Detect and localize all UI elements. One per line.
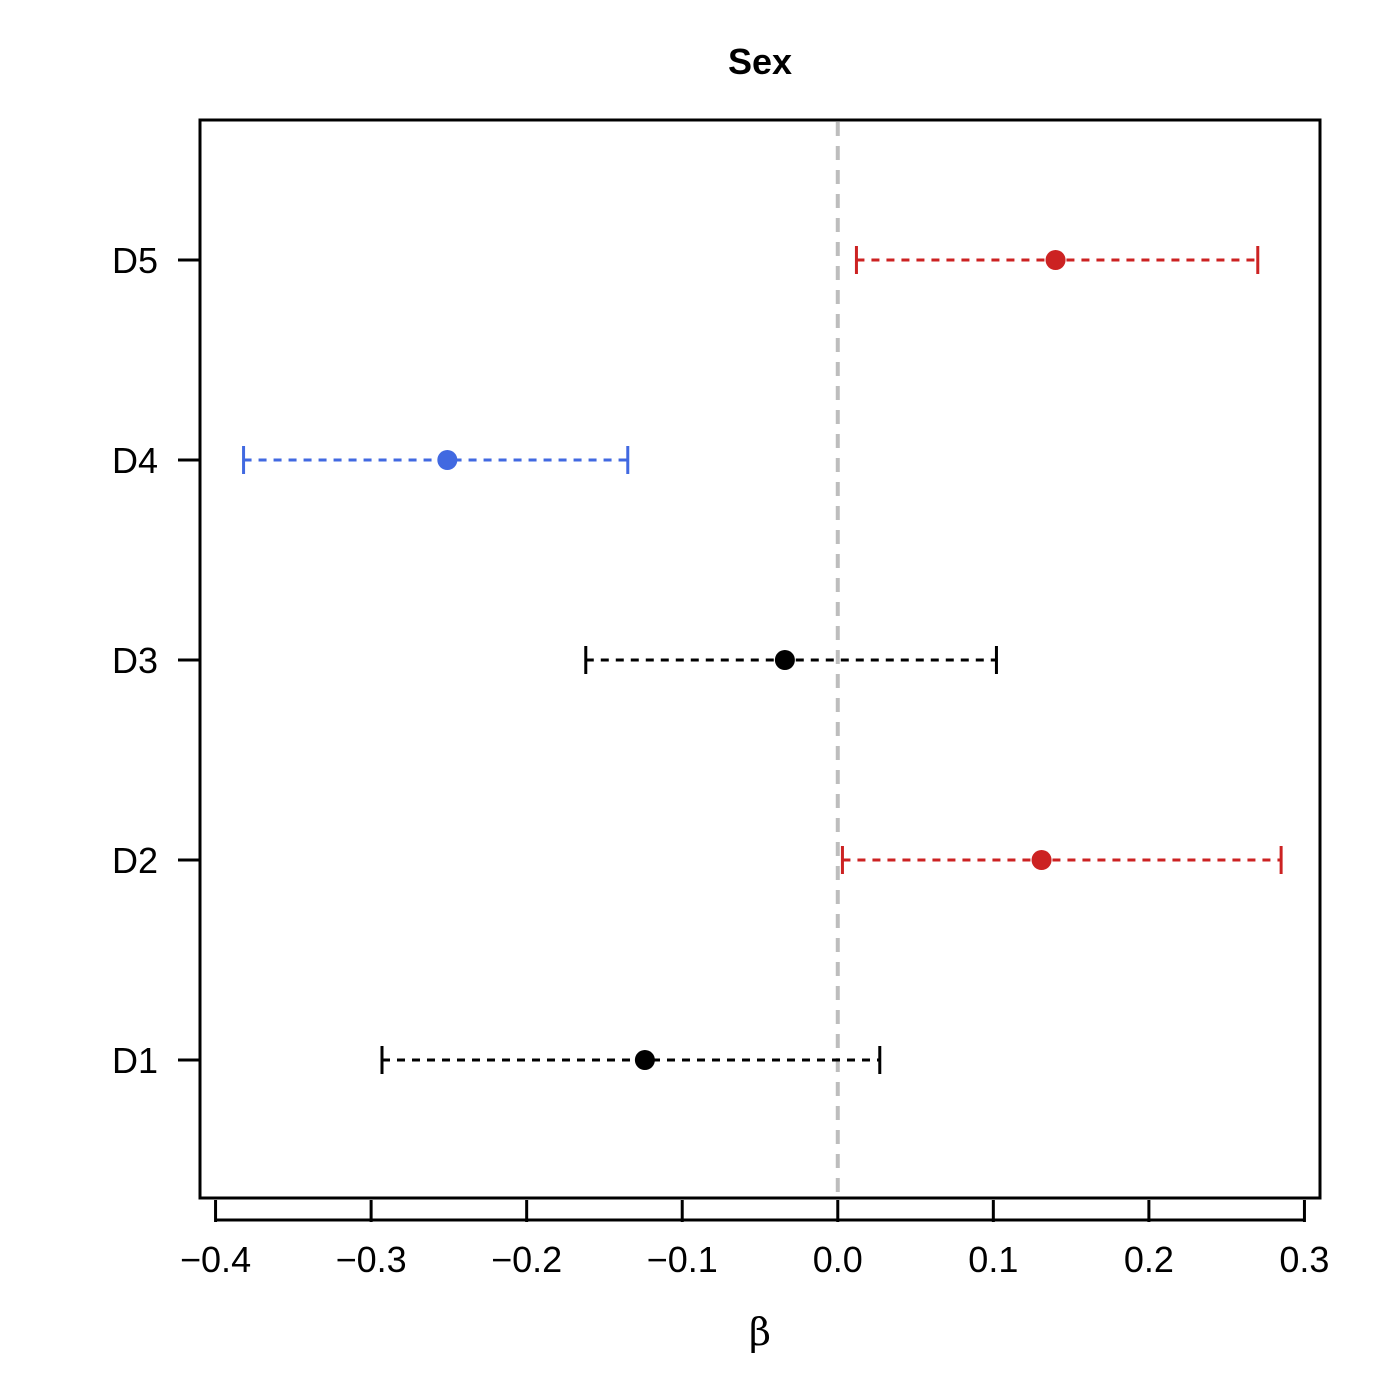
x-tick-label: 0.0 [813,1239,863,1280]
y-tick-label: D1 [112,1040,158,1081]
x-tick-label: 0.3 [1279,1239,1329,1280]
x-axis: −0.4 −0.3 −0.2 −0.1 0.0 0.1 0.2 0.3 [180,1200,1329,1280]
chart-title: Sex [728,41,792,82]
interval-d3 [584,646,998,674]
estimate-point [437,450,458,470]
estimate-point [774,650,795,670]
interval-d4 [242,446,630,474]
estimate-point [1031,850,1052,870]
x-tick-label: −0.3 [336,1239,407,1280]
estimate-point [634,1050,655,1070]
x-axis-label: β [749,1310,771,1354]
y-tick-label: D2 [112,840,158,881]
x-tick-label: 0.1 [968,1239,1018,1280]
interval-d2 [840,846,1283,874]
estimate-point [1045,250,1066,270]
x-tick-label: −0.4 [180,1239,251,1280]
x-tick-label: −0.1 [647,1239,718,1280]
x-tick-label: 0.2 [1124,1239,1174,1280]
x-tick-label: −0.2 [491,1239,562,1280]
y-tick-label: D5 [112,240,158,281]
plot-frame [198,118,1322,1200]
y-axis: D1 D2 D3 D4 D5 [112,240,200,1081]
y-tick-label: D4 [112,440,158,481]
interval-d1 [380,1046,882,1074]
intervals-layer [242,246,1283,1074]
y-tick-label: D3 [112,640,158,681]
interval-d5 [854,246,1260,274]
